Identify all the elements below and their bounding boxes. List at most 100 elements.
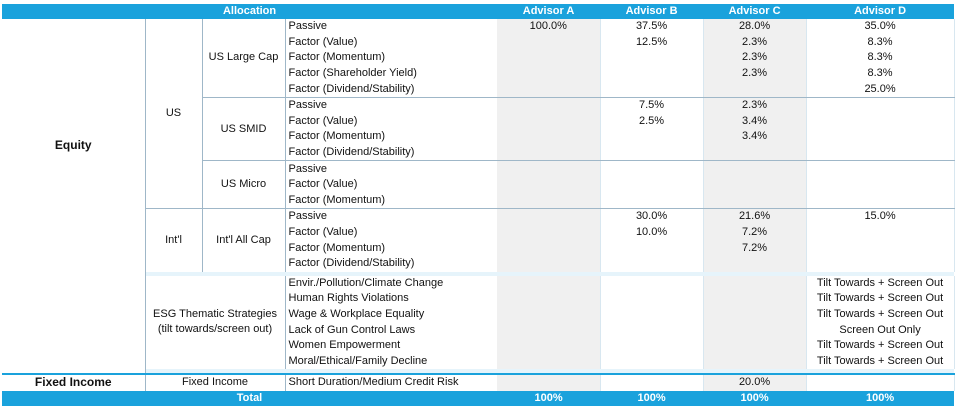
table-row: Factor (Value) 12.5% 2.3% 8.3% [2, 34, 955, 51]
cell-advisor-c: 2.3% [703, 65, 807, 82]
cell-advisor-c [703, 255, 807, 272]
strategy-name: Human Rights Violations [284, 291, 498, 307]
section-separator [2, 271, 955, 276]
cell-advisor-d: 8.3% [806, 34, 955, 51]
cell-advisor-a [497, 176, 601, 193]
header-row: Allocation Advisor A Advisor B Advisor C… [2, 4, 955, 19]
table-row: Factor (Shareholder Yield) 2.3% 8.3% [2, 65, 955, 82]
cell-advisor-b [600, 240, 704, 256]
total-advisor-d: 100% [806, 390, 955, 406]
table-row: Human Rights Violations Tilt Towards + Sc… [2, 291, 955, 307]
cell-advisor-a [497, 224, 601, 241]
cell-advisor-a [497, 337, 601, 354]
equity-label-continued [2, 275, 146, 370]
strategy-name: Factor (Value) [284, 176, 498, 193]
table-row: Factor (Value) [2, 176, 955, 193]
cell-advisor-b: 37.5% [600, 19, 704, 35]
us-micro-label: US Micro [202, 160, 285, 210]
cell-advisor-c: 7.2% [703, 224, 807, 241]
cell-advisor-b: 30.0% [600, 208, 704, 225]
fixed-income-sub-label: Fixed Income [145, 373, 285, 391]
cell-advisor-b [600, 144, 704, 162]
table-row: Factor (Momentum) 2.3% 8.3% [2, 50, 955, 66]
table-row: Factor (Dividend/Stability) [2, 255, 955, 272]
cell-advisor-c [703, 291, 807, 307]
us-large-cap-label: US Large Cap [202, 19, 285, 98]
strategy-name: Factor (Momentum) [284, 240, 498, 256]
fixed-income-label: Fixed Income [2, 373, 146, 391]
cell-advisor-c [703, 160, 807, 177]
cell-advisor-c [703, 144, 807, 162]
total-advisor-a: 100% [497, 390, 601, 406]
cell-advisor-c [703, 353, 807, 370]
cell-advisor-c: 21.6% [703, 208, 807, 225]
cell-advisor-d: Tilt Towards + Screen Out [806, 337, 955, 354]
strategy-name: Factor (Dividend/Stability) [284, 255, 498, 272]
header-allocation: Allocation [2, 4, 498, 19]
allocation-table: Allocation Advisor A Advisor B Advisor C… [2, 4, 955, 406]
cell-advisor-b: 2.5% [600, 113, 704, 130]
fixed-income-row: Fixed Income Fixed Income Short Duration/M… [2, 373, 955, 391]
cell-advisor-a [497, 113, 601, 130]
cell-advisor-c: 20.0% [703, 373, 807, 391]
cell-advisor-c: 7.2% [703, 240, 807, 256]
table-row: Int'l Int'l All Cap Passive 30.0% 21.6% 15.0% [2, 208, 955, 272]
cell-advisor-b: 12.5% [600, 34, 704, 51]
strategy-name: Passive [284, 19, 498, 35]
strategy-name: Moral/Ethical/Family Decline [284, 353, 498, 370]
cell-advisor-a [497, 275, 601, 292]
cell-advisor-d [806, 224, 955, 241]
table-row: Factor (Dividend/Stability) 25.0% [2, 81, 955, 98]
header-advisor-b: Advisor B [600, 4, 704, 19]
cell-advisor-d: Tilt Towards + Screen Out [806, 291, 955, 307]
cell-advisor-a [497, 353, 601, 370]
cell-advisor-d: 35.0% [806, 19, 955, 35]
cell-advisor-d: Tilt Towards + Screen Out [806, 306, 955, 323]
cell-advisor-b [600, 81, 704, 98]
cell-advisor-c: 2.3% [703, 34, 807, 51]
equity-label: Equity [2, 19, 146, 272]
cell-advisor-d: 8.3% [806, 50, 955, 66]
strategy-name: Factor (Value) [284, 34, 498, 51]
cell-advisor-a [497, 306, 601, 323]
us-smid-label: US SMID [202, 97, 285, 162]
cell-advisor-b [600, 291, 704, 307]
cell-advisor-c: 2.3% [703, 97, 807, 114]
cell-advisor-a [497, 81, 601, 98]
table-row: Factor (Value) 10.0% 7.2% [2, 224, 955, 241]
cell-advisor-b [600, 337, 704, 354]
table-row: Factor (Momentum) [2, 192, 955, 210]
strategy-name: Factor (Value) [284, 224, 498, 241]
strategy-name: Passive [284, 97, 498, 114]
table-row: Women Empowerment Tilt Towards + Screen O… [2, 337, 955, 354]
cell-advisor-a [497, 192, 601, 210]
strategy-name: Factor (Momentum) [284, 50, 498, 66]
cell-advisor-a [497, 291, 601, 307]
strategy-name: Women Empowerment [284, 337, 498, 354]
cell-advisor-b [600, 306, 704, 323]
strategy-name: Lack of Gun Control Laws [284, 322, 498, 338]
cell-advisor-c [703, 192, 807, 210]
cell-advisor-d: 15.0% [806, 208, 955, 225]
cell-advisor-a [497, 160, 601, 177]
table-row: ESG Thematic Strategies (tilt towards/scr… [2, 275, 955, 370]
cell-advisor-b [600, 65, 704, 82]
intl-label: Int'l [145, 208, 203, 272]
esg-label-line2: (tilt towards/screen out) [157, 323, 273, 336]
intl-all-cap-label: Int'l All Cap [216, 233, 271, 246]
cell-advisor-a [497, 240, 601, 256]
header-advisor-a: Advisor A [497, 4, 601, 19]
cell-advisor-d: Tilt Towards + Screen Out [806, 353, 955, 370]
cell-advisor-a [497, 255, 601, 272]
cell-advisor-a [497, 50, 601, 66]
esg-label: ESG Thematic Strategies (tilt towards/scr… [145, 276, 285, 370]
table-row: Factor (Value) 2.5% 3.4% [2, 113, 955, 130]
cell-advisor-d [806, 240, 955, 256]
table-row: Wage & Workplace Equality Tilt Towards + … [2, 306, 955, 323]
table-row: Equity US US Large Cap Passive 100.0% 37.5% 28… [2, 19, 955, 272]
total-advisor-b: 100% [600, 390, 704, 406]
cell-advisor-c [703, 322, 807, 338]
strategy-name: Passive [284, 208, 498, 225]
cell-advisor-d [806, 97, 955, 114]
